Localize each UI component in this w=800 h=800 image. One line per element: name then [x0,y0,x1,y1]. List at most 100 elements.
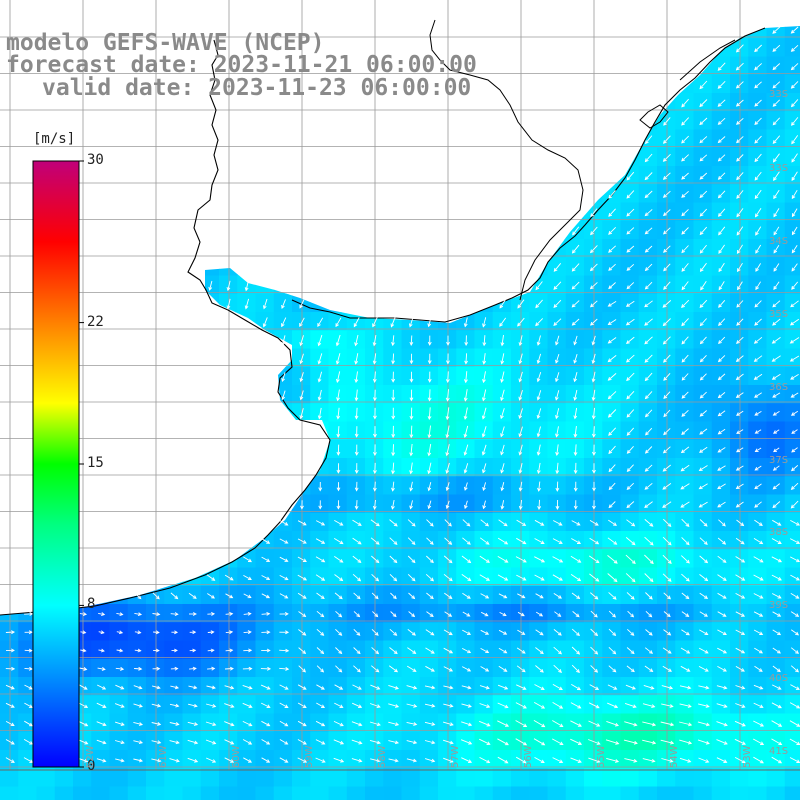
wind-arrow [96,758,107,763]
speed-cell [292,348,311,368]
speed-cell [146,512,165,532]
speed-cell [675,458,695,477]
speed-cell [127,640,147,660]
speed-cell [91,531,111,550]
wind-arrow [555,335,560,346]
longitude-label: 55W [596,745,607,768]
speed-cell [109,458,129,477]
wind-arrow [297,520,307,526]
speed-cell [748,439,768,459]
speed-cell [529,366,549,386]
speed-cell [748,476,768,496]
speed-cell [401,257,421,277]
speed-cell [237,494,257,514]
wind-arrow [699,391,707,399]
wind-arrow [644,209,653,217]
speed-cell [91,129,111,149]
wind-arrow [644,665,654,673]
speed-cell [219,257,238,277]
wind-arrow [645,592,653,600]
wind-arrow [553,646,563,655]
speed-cell [584,786,603,800]
wind-arrow [589,520,599,526]
speed-cell [438,26,457,39]
wind-arrow [554,390,560,401]
wind-arrow [699,428,708,435]
wind-arrow [409,462,413,475]
wind-arrow [605,739,620,745]
wind-arrow [789,318,800,326]
speed-cell [730,439,749,459]
wind-arrow [572,226,580,236]
speed-cell [511,786,530,800]
speed-cell [365,293,384,313]
speed-cell [730,147,749,167]
wind-arrow [663,245,671,253]
wind-arrow [681,318,689,327]
wind-arrow [735,392,744,398]
wind-arrow [735,99,744,107]
speed-cell [547,385,567,404]
wind-arrow [608,427,617,436]
speed-cell [310,458,330,477]
wind-arrow [461,574,472,582]
wind-arrow [497,702,509,709]
speed-cell [164,604,184,623]
wind-arrow [243,648,253,653]
wind-arrow [608,610,616,618]
wind-arrow [718,262,725,273]
wind-arrow [409,371,414,383]
speed-cell [492,348,512,368]
speed-cell [748,330,768,350]
wind-arrow [697,739,710,745]
speed-cell [784,750,800,769]
speed-cell [693,26,713,39]
speed-cell [273,403,293,423]
speed-cell [164,786,184,800]
speed-cell [164,640,184,660]
wind-arrow [589,537,600,545]
wind-arrow [461,721,473,727]
speed-cell [273,275,293,295]
wind-arrow [497,574,509,581]
speed-cell [638,421,658,441]
wind-arrow [260,666,272,671]
wind-arrow [718,281,725,291]
wind-arrow [754,81,762,89]
wind-arrow [354,481,359,492]
wind-arrow [626,464,634,472]
wind-arrow [589,573,600,582]
wind-arrow [427,371,432,383]
wind-arrow [24,684,33,690]
wind-arrow [735,629,746,636]
speed-cell [675,38,695,58]
speed-cell [401,476,421,496]
wind-arrow [754,117,762,126]
wind-arrow [573,481,578,492]
speed-cell [200,476,220,496]
speed-cell [255,421,275,441]
speed-cell [748,385,768,404]
speed-cell [273,640,293,660]
wind-arrow [754,171,762,181]
speed-cell [365,275,384,295]
speed-cell [766,330,786,350]
wind-arrow [755,263,761,272]
wind-arrow [279,739,289,745]
wind-arrow [790,684,800,690]
speed-cell [182,768,202,788]
speed-cell [0,93,19,112]
speed-cell [456,202,476,222]
speed-cell [638,74,658,94]
wind-arrow [464,500,468,510]
speed-cell [365,147,384,167]
wind-arrow [500,353,505,365]
speed-cell [565,293,585,313]
speed-cell [346,458,366,477]
wind-arrow [499,299,506,309]
speed-cell [492,330,512,350]
speed-cell [529,403,549,423]
wind-arrow [354,407,359,420]
speed-cell [200,293,220,313]
wind-arrow [225,648,234,653]
